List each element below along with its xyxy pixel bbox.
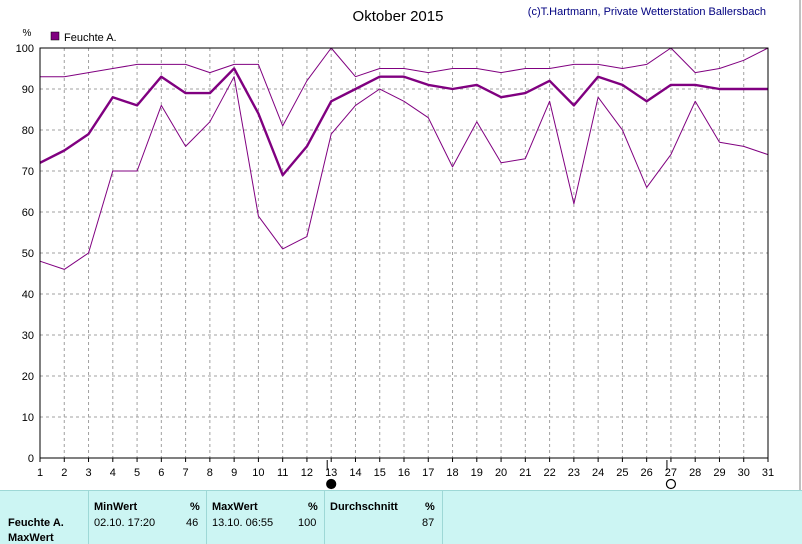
x-tick-label: 20 xyxy=(495,467,507,479)
x-tick-label: 31 xyxy=(762,467,774,479)
legend-swatch xyxy=(50,31,60,41)
y-tick-label: 50 xyxy=(22,248,34,260)
x-tick-label: 17 xyxy=(422,467,434,479)
x-tick-label: 23 xyxy=(568,467,580,479)
x-tick-label: 28 xyxy=(689,467,701,479)
x-tick-label: 25 xyxy=(616,467,628,479)
y-tick-label: 30 xyxy=(22,330,34,342)
x-tick-label: 9 xyxy=(231,467,237,479)
y-tick-label: 60 xyxy=(22,207,34,219)
x-tick-label: 6 xyxy=(158,467,164,479)
max-datetime: 13.10. 06:55 xyxy=(212,517,274,529)
stats-row-label-secondary: MaxWert xyxy=(8,532,54,544)
x-tick-label: 13 xyxy=(325,467,337,479)
x-tick-label: 3 xyxy=(85,467,91,479)
x-tick-label: 5 xyxy=(134,467,140,479)
y-tick-label: 20 xyxy=(22,371,34,383)
stats-divider xyxy=(88,491,89,544)
x-tick-label: 29 xyxy=(713,467,725,479)
max-value: 100 xyxy=(298,517,317,529)
x-tick-label: 8 xyxy=(207,467,213,479)
min-value: 46 xyxy=(186,517,199,529)
y-tick-label: 0 xyxy=(28,453,34,465)
series-line-max xyxy=(40,47,769,127)
x-tick-label: 10 xyxy=(252,467,264,479)
x-tick-label: 7 xyxy=(183,467,189,479)
x-tick-label: 14 xyxy=(349,467,361,479)
new-moon-marker xyxy=(326,478,337,490)
x-tick-label: 16 xyxy=(398,467,410,479)
series-line-min xyxy=(39,76,769,270)
humidity-chart: Oktober 2015 (c)T.Hartmann, Private Wett… xyxy=(0,0,802,490)
max-unit: % xyxy=(308,501,318,513)
y-tick-label: 70 xyxy=(22,166,34,178)
x-tick-label: 12 xyxy=(301,467,313,479)
y-tick-label: 80 xyxy=(22,125,34,137)
x-tick-label: 18 xyxy=(446,467,458,479)
x-tick-label: 11 xyxy=(277,467,288,479)
avg-unit: % xyxy=(425,501,435,513)
plot-frame xyxy=(39,47,769,459)
max-header: MaxWert xyxy=(212,501,258,513)
stats-divider xyxy=(442,491,443,544)
x-tick-label: 27 xyxy=(665,467,677,479)
x-tick-label: 15 xyxy=(374,467,386,479)
chart-copyright: (c)T.Hartmann, Private Wetterstation Bal… xyxy=(528,6,766,18)
x-tick-label: 24 xyxy=(592,467,604,479)
x-tick-label: 2 xyxy=(61,467,67,479)
stats-row-label: Feuchte A. xyxy=(8,517,64,529)
x-tick-label: 22 xyxy=(543,467,555,479)
x-tick-label: 1 xyxy=(37,467,43,479)
x-tick-label: 30 xyxy=(738,467,750,479)
y-axis-unit-label: % xyxy=(23,28,32,39)
y-tick-label: 10 xyxy=(22,412,34,424)
chart-svg: Oktober 2015 (c)T.Hartmann, Private Wett… xyxy=(0,0,802,490)
min-datetime: 02.10. 17:20 xyxy=(94,517,156,529)
min-unit: % xyxy=(190,501,200,513)
chart-title: Oktober 2015 xyxy=(353,8,444,25)
x-tick-label: 26 xyxy=(641,467,653,479)
chart-background xyxy=(0,0,802,490)
min-header: MinWert xyxy=(94,501,138,513)
statistics-panel: MinWert % MaxWert % Durchschnitt % Feuch… xyxy=(0,490,802,544)
x-tick-label: 21 xyxy=(519,467,531,479)
x-tick-label: 4 xyxy=(110,467,116,479)
stats-divider xyxy=(206,491,207,544)
avg-value: 87 xyxy=(422,517,435,529)
avg-header: Durchschnitt xyxy=(330,501,398,513)
legend-label: Feuchte A. xyxy=(64,32,117,44)
series-line-average xyxy=(39,67,768,177)
y-tick-label: 40 xyxy=(22,289,34,301)
full-moon-marker xyxy=(665,478,677,490)
series-layer xyxy=(39,47,769,270)
y-tick-label: 100 xyxy=(16,43,34,55)
stats-divider xyxy=(324,491,325,544)
y-tick-label: 90 xyxy=(22,84,34,96)
x-tick-label: 19 xyxy=(471,467,483,479)
